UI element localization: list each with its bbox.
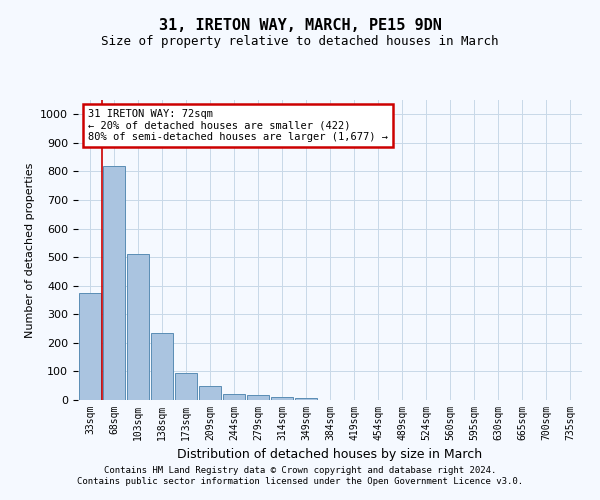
Bar [271, 396, 293, 400]
Bar [151, 333, 173, 400]
Bar [247, 395, 269, 400]
X-axis label: Distribution of detached houses by size in March: Distribution of detached houses by size … [178, 448, 482, 462]
Text: Contains HM Land Registry data © Crown copyright and database right 2024.: Contains HM Land Registry data © Crown c… [104, 466, 496, 475]
Y-axis label: Number of detached properties: Number of detached properties [25, 162, 35, 338]
Bar [79, 293, 101, 400]
Bar [127, 254, 149, 400]
Text: Contains public sector information licensed under the Open Government Licence v3: Contains public sector information licen… [77, 477, 523, 486]
Bar [175, 374, 197, 400]
Bar [199, 386, 221, 400]
Bar [103, 166, 125, 400]
Bar [223, 394, 245, 400]
Text: Size of property relative to detached houses in March: Size of property relative to detached ho… [101, 34, 499, 48]
Text: 31, IRETON WAY, MARCH, PE15 9DN: 31, IRETON WAY, MARCH, PE15 9DN [158, 18, 442, 32]
Text: 31 IRETON WAY: 72sqm
← 20% of detached houses are smaller (422)
80% of semi-deta: 31 IRETON WAY: 72sqm ← 20% of detached h… [88, 109, 388, 142]
Bar [295, 398, 317, 400]
